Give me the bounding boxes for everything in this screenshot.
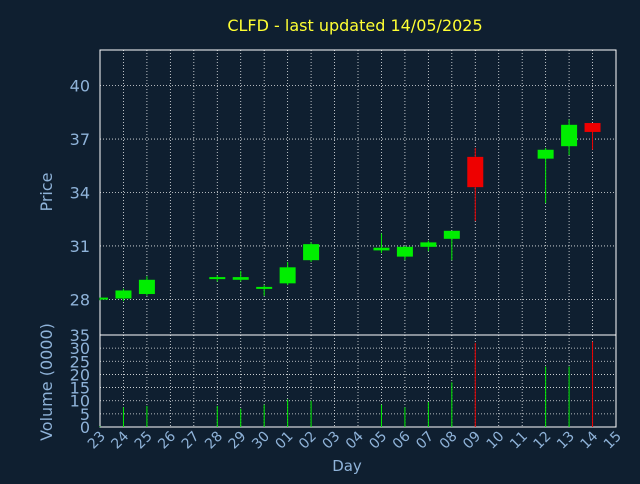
x-tick-label: 11 — [507, 429, 531, 453]
candle-body — [420, 242, 437, 247]
volume-tick-label: 25 — [70, 352, 90, 371]
x-axis-title: Day — [332, 457, 362, 475]
candle-body — [561, 124, 578, 147]
x-tick-label: 06 — [390, 428, 414, 452]
x-tick-label: 15 — [601, 429, 625, 453]
candle-body — [209, 277, 226, 280]
price-tick-label: 31 — [70, 237, 90, 256]
price-tick-label: 40 — [70, 77, 90, 96]
volume-tick-label: 20 — [70, 365, 90, 384]
x-tick-label: 27 — [179, 429, 203, 453]
candle-body — [256, 286, 273, 289]
chart-title: CLFD - last updated 14/05/2025 — [227, 16, 482, 35]
volume-tick-label: 15 — [70, 379, 90, 398]
volume-tick-label: 35 — [70, 326, 90, 345]
candle-body — [303, 244, 320, 261]
volume-tick-label: 30 — [70, 339, 90, 358]
x-tick-label: 03 — [319, 429, 343, 453]
candle-body — [584, 123, 601, 132]
x-tick-label: 12 — [531, 429, 555, 453]
x-tick-label: 09 — [460, 429, 484, 453]
x-tick-label: 10 — [484, 429, 508, 453]
x-tick-label: 04 — [343, 428, 367, 452]
volume-tick-label: 0 — [80, 418, 90, 437]
candle-body — [537, 149, 554, 159]
x-tick-label: 01 — [273, 429, 297, 453]
candle-body — [115, 290, 132, 299]
candle-body — [396, 246, 413, 257]
volume-tick-label: 10 — [70, 392, 90, 411]
candle-body — [100, 297, 108, 300]
x-tick-label: 02 — [296, 429, 320, 453]
volume-axis-title: Volume (0000) — [37, 323, 56, 441]
x-tick-label: 26 — [155, 428, 179, 452]
x-tick-label: 08 — [437, 429, 461, 453]
price-tick-label: 34 — [70, 184, 90, 203]
candle-body — [373, 247, 390, 251]
candle-body — [467, 156, 484, 188]
x-tick-label: 28 — [202, 429, 226, 453]
x-tick-label: 30 — [249, 429, 273, 453]
plot-layer: 23 24 25 26 27 28 29 30 01 02 03 04 05 06 07 08 09 10 11 12… — [70, 49, 625, 453]
x-tick-label: 14 — [577, 428, 601, 452]
price-tick-label: 28 — [70, 290, 90, 309]
candle-body — [138, 279, 155, 295]
x-tick-label: 29 — [226, 429, 250, 453]
candle-body — [279, 267, 296, 284]
candle-body — [232, 277, 249, 280]
candle-body — [443, 230, 460, 239]
x-tick-label: 07 — [413, 429, 437, 453]
price-axis-title: Price — [37, 172, 56, 211]
x-tick-label: 05 — [366, 429, 390, 453]
x-tick-label: 13 — [554, 429, 578, 453]
x-tick-label: 24 — [108, 428, 132, 452]
price-tick-label: 37 — [70, 130, 90, 149]
x-tick-label: 25 — [132, 429, 156, 453]
volume-tick-label: 5 — [80, 405, 90, 424]
